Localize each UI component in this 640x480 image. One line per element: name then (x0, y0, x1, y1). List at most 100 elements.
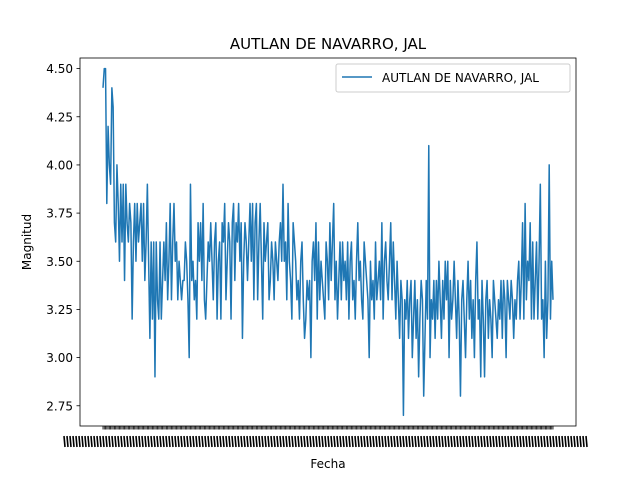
x-tick-label-overlap (510, 435, 513, 448)
x-tick-label-overlap (285, 435, 288, 448)
x-tick-label-overlap (93, 435, 96, 448)
x-tick-label-overlap (216, 435, 219, 448)
x-tick-label-overlap (249, 435, 252, 448)
x-tick-label-overlap (414, 435, 417, 448)
x-tick-label-overlap (525, 435, 528, 448)
x-tick-label-overlap (129, 435, 132, 448)
x-tick-label-overlap (240, 435, 243, 448)
x-tick-label-overlap (465, 435, 468, 448)
x-tick-label-overlap (486, 435, 489, 448)
x-tick-label-overlap (474, 435, 477, 448)
x-tick-label-overlap (573, 435, 576, 448)
x-tick-label-overlap (366, 435, 369, 448)
x-tick-label-overlap (111, 435, 114, 448)
x-tick-label-overlap (549, 435, 552, 448)
x-tick-label-overlap (105, 435, 108, 448)
x-tick-label-overlap (333, 435, 336, 448)
x-tick-label-overlap (459, 435, 462, 448)
y-axis-label: Magnitud (20, 214, 34, 270)
x-tick-label-overlap (222, 435, 225, 448)
y-tick-label: 4.50 (46, 62, 73, 76)
x-tick-label-overlap (270, 435, 273, 448)
x-tick-label-overlap (318, 435, 321, 448)
x-tick-label-overlap (174, 435, 177, 448)
x-tick-label-overlap (483, 435, 486, 448)
x-tick-label-overlap (261, 435, 264, 448)
x-tick-label-overlap (147, 435, 150, 448)
x-tick-label-overlap (471, 435, 474, 448)
x-tick-label-overlap (108, 435, 111, 448)
x-tick-label-overlap (342, 435, 345, 448)
x-tick-label-overlap (294, 435, 297, 448)
x-tick-label-overlap (540, 435, 543, 448)
x-tick-label-overlap (558, 435, 561, 448)
y-tick-label: 3.75 (46, 207, 73, 221)
y-tick-label: 4.00 (46, 158, 73, 172)
x-tick-label-overlap (288, 435, 291, 448)
x-tick-label-overlap (252, 435, 255, 448)
x-tick-label-overlap (168, 435, 171, 448)
x-tick-label-overlap (66, 435, 69, 448)
x-tick-label-overlap (399, 435, 402, 448)
x-tick-label-overlap (75, 435, 78, 448)
x-tick-label-overlap (456, 435, 459, 448)
x-tick-label-overlap (339, 435, 342, 448)
y-tick-label: 3.50 (46, 255, 73, 269)
x-tick-label-overlap (402, 435, 405, 448)
x-tick-label-overlap (183, 435, 186, 448)
x-tick-label-overlap (204, 435, 207, 448)
x-tick-label-overlap (375, 435, 378, 448)
x-tick-label-overlap (78, 435, 81, 448)
x-tick-label-overlap (522, 435, 525, 448)
x-tick-label-overlap (441, 435, 444, 448)
x-tick-label-overlap (507, 435, 510, 448)
x-tick-label-overlap (453, 435, 456, 448)
x-tick-label-overlap (96, 435, 99, 448)
x-tick-label-overlap (309, 435, 312, 448)
x-tick-label-overlap (282, 435, 285, 448)
x-tick-label-overlap (513, 435, 516, 448)
x-tick-label-overlap (552, 435, 555, 448)
x-tick-label-overlap (378, 435, 381, 448)
x-tick-label-overlap (369, 435, 372, 448)
x-tick-label-overlap (267, 435, 270, 448)
x-axis-ticks (63, 426, 588, 448)
x-tick-label-overlap (384, 435, 387, 448)
x-tick-label-overlap (564, 435, 567, 448)
x-tick-label-overlap (480, 435, 483, 448)
x-tick-label-overlap (444, 435, 447, 448)
x-tick-label-overlap (336, 435, 339, 448)
x-tick-label-overlap (237, 435, 240, 448)
x-tick-label-overlap (477, 435, 480, 448)
x-tick-label-overlap (228, 435, 231, 448)
x-tick-label-overlap (381, 435, 384, 448)
x-tick-label-overlap (225, 435, 228, 448)
x-tick-label-overlap (363, 435, 366, 448)
x-tick-label-overlap (315, 435, 318, 448)
x-tick-label-overlap (504, 435, 507, 448)
x-tick-label-overlap (351, 435, 354, 448)
x-tick-label-overlap (207, 435, 210, 448)
x-tick-label-overlap (123, 435, 126, 448)
x-tick-label-overlap (423, 435, 426, 448)
x-tick-label-overlap (411, 435, 414, 448)
x-tick-label-overlap (450, 435, 453, 448)
x-tick-label-overlap (192, 435, 195, 448)
x-tick-label-overlap (303, 435, 306, 448)
x-tick-label-overlap (156, 435, 159, 448)
x-tick-label-overlap (498, 435, 501, 448)
x-tick-label-overlap (306, 435, 309, 448)
x-tick-label-overlap (312, 435, 315, 448)
x-tick-label-overlap (258, 435, 261, 448)
x-tick-label-overlap (396, 435, 399, 448)
x-tick-label-overlap (81, 435, 84, 448)
x-tick-label-overlap (90, 435, 93, 448)
y-tick-label: 4.25 (46, 110, 73, 124)
x-tick-label-overlap (159, 435, 162, 448)
x-tick-label-overlap (138, 435, 141, 448)
x-tick-label-overlap (330, 435, 333, 448)
series-line (102, 67, 554, 417)
x-tick-label-overlap (417, 435, 420, 448)
x-tick-label-overlap (387, 435, 390, 448)
